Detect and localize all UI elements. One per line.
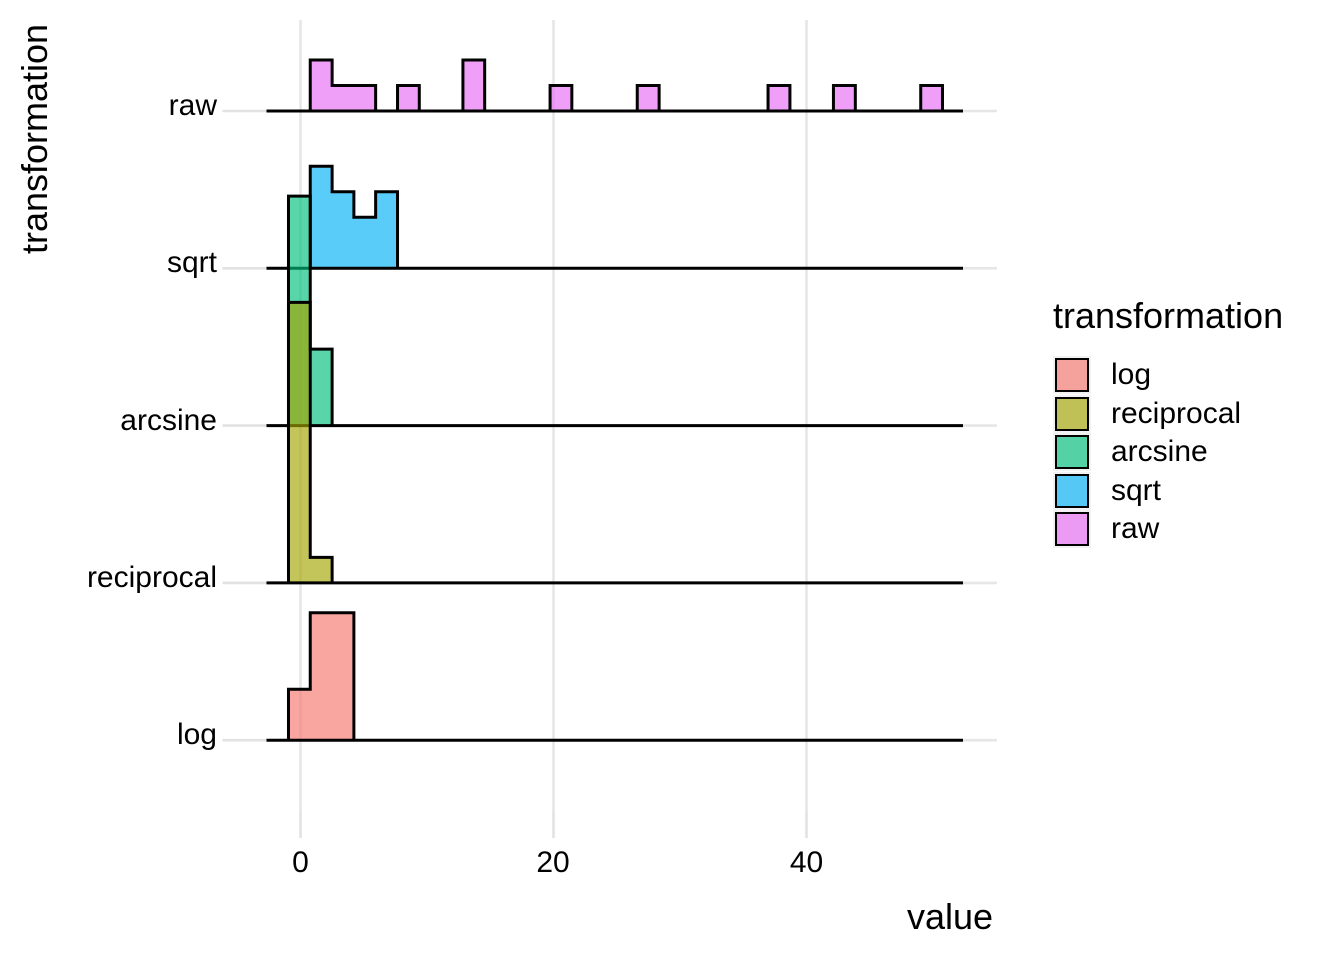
category-label-raw: raw xyxy=(169,89,218,122)
axis-text-layer: transformation raw sqrt arcsine reciproc… xyxy=(14,24,993,937)
legend-label-sqrt: sqrt xyxy=(1111,473,1162,507)
category-label-sqrt: sqrt xyxy=(167,246,218,279)
legend-item-reciprocal: reciprocal xyxy=(1053,394,1283,434)
legend-item-log: log xyxy=(1053,356,1283,395)
x-tick-label-0: 0 xyxy=(292,846,309,879)
histogram-log xyxy=(266,611,963,742)
legend-title: transformation xyxy=(1053,295,1284,336)
x-axis-title: value xyxy=(907,896,993,937)
legend-key-cell xyxy=(1053,394,1091,433)
legend-label-reciprocal: reciprocal xyxy=(1111,396,1242,430)
legend-item-sqrt: sqrt xyxy=(1053,471,1283,511)
legend-key-sqrt xyxy=(1055,473,1089,508)
legend-items: log reciprocal arcsine sqrt raw xyxy=(1053,356,1283,549)
legend-key-arcsine xyxy=(1055,435,1089,470)
legend-label-arcsine: arcsine xyxy=(1111,435,1208,469)
legend-key-cell xyxy=(1053,356,1091,395)
category-label-arcsine: arcsine xyxy=(120,404,217,437)
legend-item-arcsine: arcsine xyxy=(1053,433,1283,472)
x-tick-label-20: 20 xyxy=(536,846,569,879)
histogram-layer xyxy=(266,58,963,742)
legend: transformation log reciprocal arcsine sq… xyxy=(1053,296,1283,549)
x-tick-label-40: 40 xyxy=(790,846,823,879)
legend-item-raw: raw xyxy=(1053,510,1283,549)
legend-label-raw: raw xyxy=(1111,512,1160,546)
legend-key-cell xyxy=(1053,433,1091,472)
legend-key-log xyxy=(1055,358,1089,393)
legend-key-cell xyxy=(1053,471,1091,510)
category-label-log: log xyxy=(177,718,217,751)
legend-key-cell xyxy=(1053,510,1091,549)
legend-label-log: log xyxy=(1111,358,1152,392)
legend-key-raw xyxy=(1055,512,1089,547)
histogram-raw xyxy=(266,58,963,113)
legend-key-reciprocal xyxy=(1055,396,1089,431)
y-axis-title: transformation xyxy=(14,24,55,254)
category-label-reciprocal: reciprocal xyxy=(87,561,217,594)
histogram-reciprocal xyxy=(266,300,963,585)
histogram-sqrt xyxy=(266,164,963,270)
